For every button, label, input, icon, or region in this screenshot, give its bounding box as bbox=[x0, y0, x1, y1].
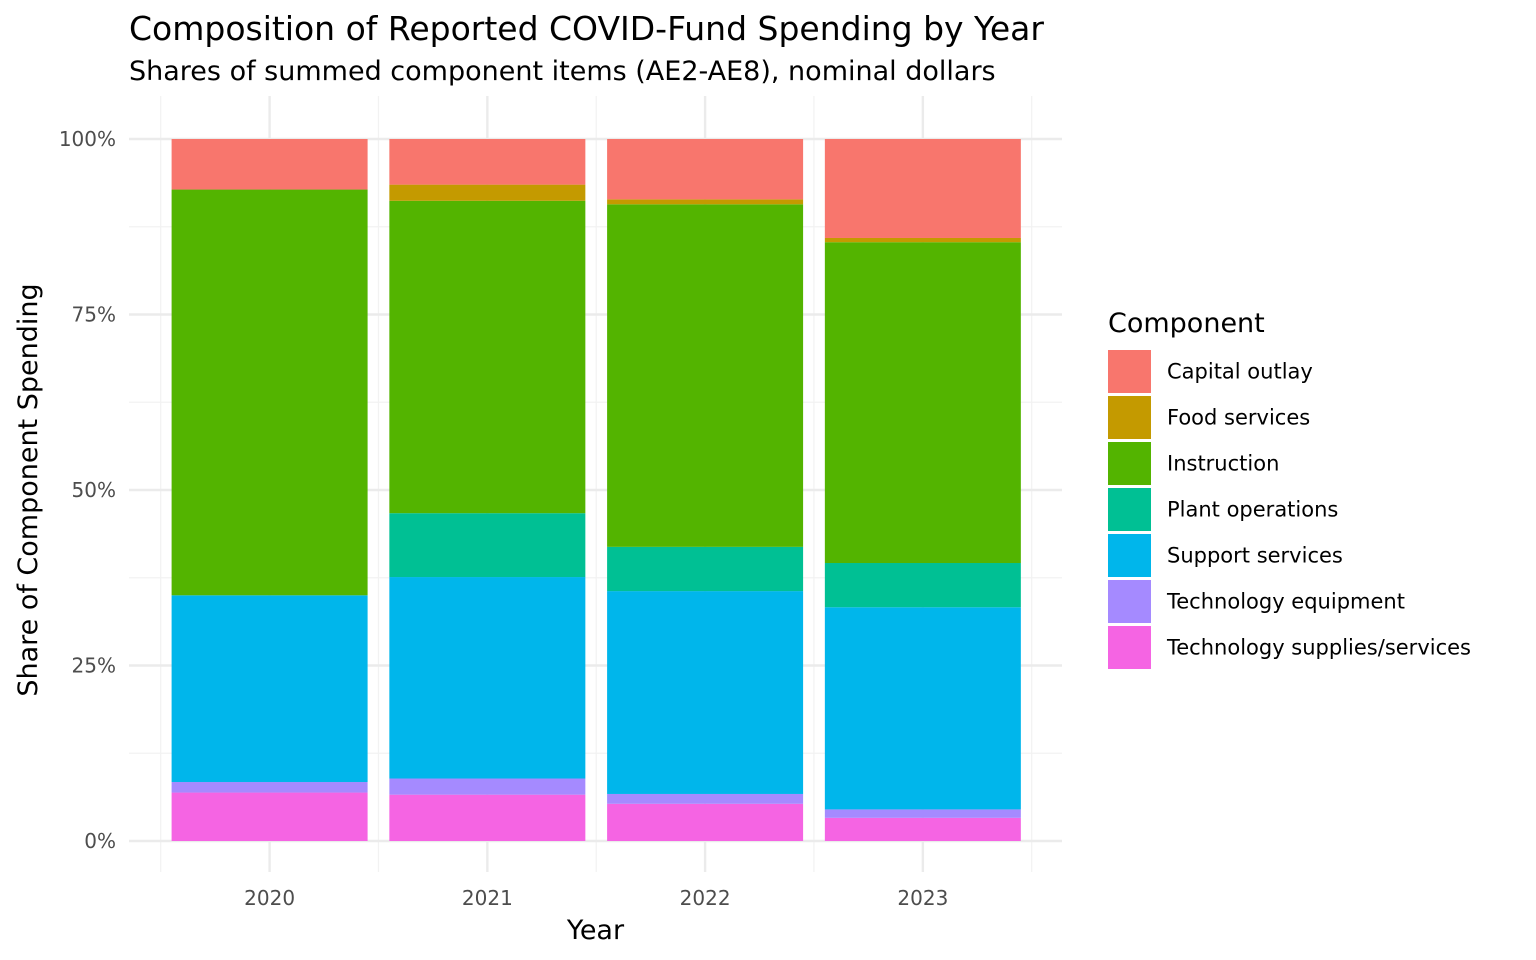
bar-segment bbox=[824, 237, 1021, 243]
legend-label: Capital outlay bbox=[1167, 360, 1313, 384]
legend-key bbox=[1108, 534, 1151, 577]
bar-segment bbox=[824, 242, 1021, 564]
bar-segment bbox=[607, 546, 804, 592]
legend-label: Technology supplies/services bbox=[1166, 636, 1471, 660]
legend-title: Component bbox=[1108, 308, 1265, 339]
chart-subtitle: Shares of summed component items (AE2-AE… bbox=[129, 56, 996, 87]
bar-segment bbox=[389, 794, 586, 841]
x-tick-label: 2022 bbox=[680, 886, 731, 910]
bar-segment bbox=[824, 563, 1021, 608]
legend-key bbox=[1108, 626, 1151, 669]
bar-segment bbox=[389, 184, 586, 201]
bar-segment bbox=[171, 139, 368, 190]
bar-segment bbox=[607, 139, 804, 200]
legend-key bbox=[1108, 488, 1151, 531]
bar-segment bbox=[389, 513, 586, 578]
y-tick-label: 50% bbox=[72, 478, 116, 502]
bar-segment bbox=[824, 607, 1021, 810]
y-tick-label: 25% bbox=[72, 654, 116, 678]
bar-segment bbox=[171, 595, 368, 783]
legend-key bbox=[1108, 580, 1151, 623]
x-tick-label: 2023 bbox=[897, 886, 948, 910]
bar-segment bbox=[607, 204, 804, 547]
bar-segment bbox=[171, 782, 368, 793]
y-tick-label: 100% bbox=[59, 127, 116, 151]
bar-segment bbox=[824, 809, 1021, 818]
y-axis-title: Share of Component Spending bbox=[13, 283, 44, 696]
legend-key bbox=[1108, 396, 1151, 439]
bar-segment bbox=[607, 793, 804, 804]
bar-segment bbox=[607, 591, 804, 794]
bar-segment bbox=[607, 803, 804, 841]
legend-label: Instruction bbox=[1167, 452, 1279, 476]
legend-key bbox=[1108, 442, 1151, 485]
bar-segment bbox=[389, 139, 586, 185]
legend-label: Support services bbox=[1167, 544, 1343, 568]
legend-label: Plant operations bbox=[1167, 498, 1338, 522]
y-tick-label: 75% bbox=[72, 303, 116, 327]
legend-label: Technology equipment bbox=[1166, 590, 1405, 614]
bar-segment bbox=[389, 200, 586, 514]
bar-segment bbox=[824, 139, 1021, 238]
bar-segment bbox=[824, 817, 1021, 841]
x-tick-label: 2021 bbox=[462, 886, 513, 910]
x-tick-label: 2020 bbox=[244, 886, 295, 910]
bar-segment bbox=[389, 778, 586, 795]
bar-segment bbox=[171, 189, 368, 596]
bar-segment bbox=[171, 792, 368, 841]
chart-title: Composition of Reported COVID-Fund Spend… bbox=[129, 9, 1044, 48]
y-tick-label: 0% bbox=[84, 829, 116, 853]
bar-segment bbox=[389, 577, 586, 779]
bar-segment bbox=[607, 199, 804, 205]
legend-key bbox=[1108, 350, 1151, 393]
legend-label: Food services bbox=[1167, 406, 1310, 430]
x-axis-title: Year bbox=[566, 915, 625, 946]
